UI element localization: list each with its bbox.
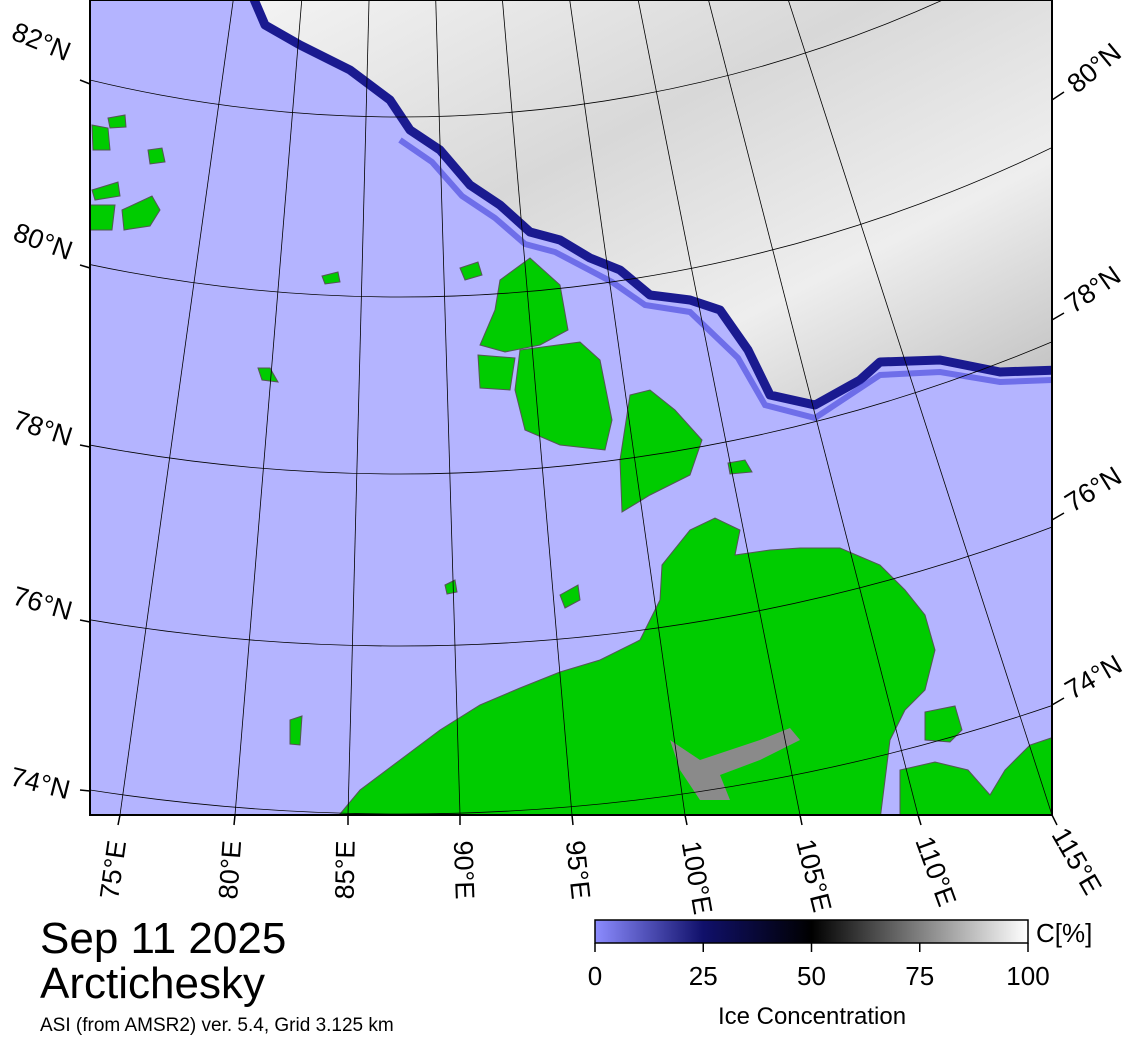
colorbar-tick-label: 100 xyxy=(1006,961,1049,991)
sea-ice xyxy=(249,0,1052,410)
lat-label: 80°N xyxy=(10,217,77,266)
lon-label: 105°E xyxy=(790,836,837,915)
source: ASI (from AMSR2) ver. 5.4, Grid 3.125 km xyxy=(40,1015,394,1036)
graticule xyxy=(90,0,1052,815)
lon-label: 80°E xyxy=(213,839,247,900)
lat-label: 74°N xyxy=(7,761,73,805)
lat-label: 78°N xyxy=(1060,260,1127,319)
lon-label: 75°E xyxy=(94,839,132,901)
colorbar-tick-label: 75 xyxy=(905,961,934,991)
mainland-east xyxy=(899,737,1052,815)
map xyxy=(90,0,1052,815)
lat-ticks xyxy=(79,79,1065,792)
lon-label: 100°E xyxy=(676,839,718,917)
date: Sep 11 2025 xyxy=(40,914,286,963)
lat-label: 82°N xyxy=(8,16,75,66)
lat-label: 78°N xyxy=(9,405,76,452)
colorbar-tick-label: 50 xyxy=(797,961,826,991)
colorbar-tick-label: 0 xyxy=(588,961,602,991)
lon-label: 115°E xyxy=(1046,822,1108,899)
colorbar-scale xyxy=(594,919,1029,944)
lat-label: 74°N xyxy=(1060,649,1127,705)
colorbar-tick-label: 25 xyxy=(689,961,718,991)
lat-label: 80°N xyxy=(1061,37,1126,99)
colorbar-unit: C[%] xyxy=(1036,918,1092,948)
lon-ticks xyxy=(117,814,1058,826)
colorbar-label: Ice Concentration xyxy=(718,1003,906,1030)
lat-label: 76°N xyxy=(9,581,75,626)
ice-fringe xyxy=(398,137,1052,422)
lon-label: 85°E xyxy=(330,840,361,899)
colorbar: C[%] Ice Concentration 0 25 50 75 100 xyxy=(588,918,1093,1030)
lat-label: 76°N xyxy=(1060,461,1127,518)
lon-label: 95°E xyxy=(560,839,596,901)
map-frame xyxy=(89,0,1053,816)
region: Arctichesky xyxy=(40,959,265,1008)
lon-label: 90°E xyxy=(448,840,480,900)
islands xyxy=(90,114,963,746)
land-gray xyxy=(670,728,800,800)
lon-label: 110°E xyxy=(909,832,962,910)
